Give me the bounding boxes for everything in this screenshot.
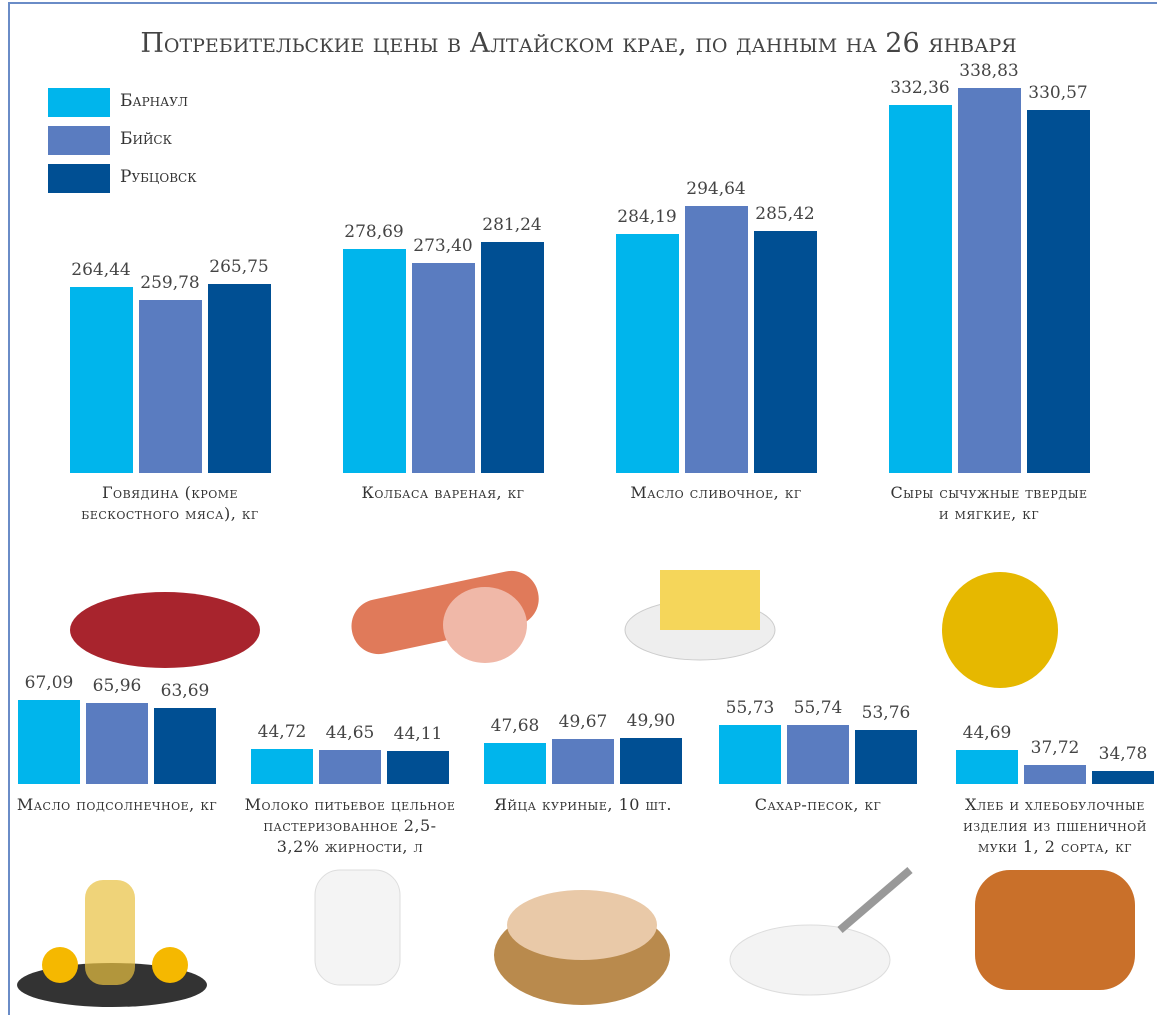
- bar: [208, 284, 271, 473]
- value-label: 278,69: [334, 222, 414, 242]
- butter-illustration: [660, 570, 760, 630]
- bar: [719, 725, 781, 784]
- category-label: Хлеб и хлебобулочные изделия из пшенично…: [948, 795, 1157, 857]
- meat-illustration: [70, 592, 260, 668]
- legend-label: Бийск: [120, 129, 172, 149]
- scoop-illustration: [840, 870, 910, 930]
- bar: [319, 750, 381, 784]
- bar: [889, 105, 952, 473]
- bar: [154, 708, 216, 784]
- bar: [251, 749, 313, 784]
- category-label: Сахар-песок, кг: [711, 795, 926, 816]
- bar: [787, 725, 849, 784]
- value-label: 285,42: [745, 204, 825, 224]
- infographic: Потребительские цены в Алтайском крае, п…: [0, 0, 1157, 1015]
- milk-illustration: [315, 870, 400, 985]
- bar: [958, 88, 1021, 473]
- bar: [387, 751, 449, 784]
- bar: [620, 738, 682, 784]
- value-label: 264,44: [61, 260, 141, 280]
- legend-swatch: [48, 164, 110, 193]
- bar: [685, 206, 748, 473]
- bar: [754, 231, 817, 473]
- cheese-illustration: [942, 572, 1058, 688]
- bar: [70, 287, 133, 473]
- bar: [481, 242, 544, 473]
- value-label: 44,11: [378, 724, 458, 744]
- category-label: Колбаса вареная, кг: [338, 483, 548, 504]
- legend-swatch: [48, 126, 110, 155]
- value-label: 265,75: [199, 257, 279, 277]
- bread-illustration: [975, 870, 1135, 990]
- bar: [412, 263, 475, 473]
- value-label: 53,76: [846, 703, 926, 723]
- value-label: 281,24: [472, 215, 552, 235]
- bar: [552, 739, 614, 784]
- category-label: Яйца куриные, 10 шт.: [476, 795, 691, 816]
- bar: [956, 750, 1018, 784]
- bar: [139, 300, 202, 473]
- value-label: 332,36: [880, 78, 960, 98]
- legend-label: Барнаул: [120, 91, 188, 111]
- sunflower: [152, 947, 188, 983]
- value-label: 294,64: [676, 179, 756, 199]
- category-label: Сыры сычужные твердые и мягкие, кг: [884, 483, 1094, 525]
- bar: [1027, 110, 1090, 473]
- eggs-illustration: [507, 890, 657, 960]
- value-label: 34,78: [1083, 744, 1157, 764]
- value-label: 284,19: [607, 207, 687, 227]
- value-label: 330,57: [1018, 83, 1098, 103]
- bar: [855, 730, 917, 784]
- value-label: 49,90: [611, 711, 691, 731]
- bar: [86, 703, 148, 784]
- bar: [1092, 771, 1154, 784]
- sunflower: [42, 947, 78, 983]
- value-label: 273,40: [403, 236, 483, 256]
- value-label: 259,78: [130, 273, 210, 293]
- bar: [484, 743, 546, 784]
- category-label: Говядина (кроме бескостного мяса), кг: [65, 483, 275, 525]
- bar: [616, 234, 679, 473]
- category-label: Масло сливочное, кг: [611, 483, 821, 504]
- legend-swatch: [48, 88, 110, 117]
- bar: [18, 700, 80, 784]
- category-label: Молоко питьевое цельное пастеризованное …: [243, 795, 458, 857]
- legend-label: Рубцовск: [120, 167, 197, 187]
- value-label: 338,83: [949, 61, 1029, 81]
- sugar-illustration: [730, 925, 890, 995]
- oil-illustration: [85, 880, 135, 985]
- sausage-slice: [443, 587, 527, 663]
- bar: [343, 249, 406, 473]
- value-label: 63,69: [145, 681, 225, 701]
- category-label: Масло подсолнечное, кг: [10, 795, 225, 816]
- bar: [1024, 765, 1086, 784]
